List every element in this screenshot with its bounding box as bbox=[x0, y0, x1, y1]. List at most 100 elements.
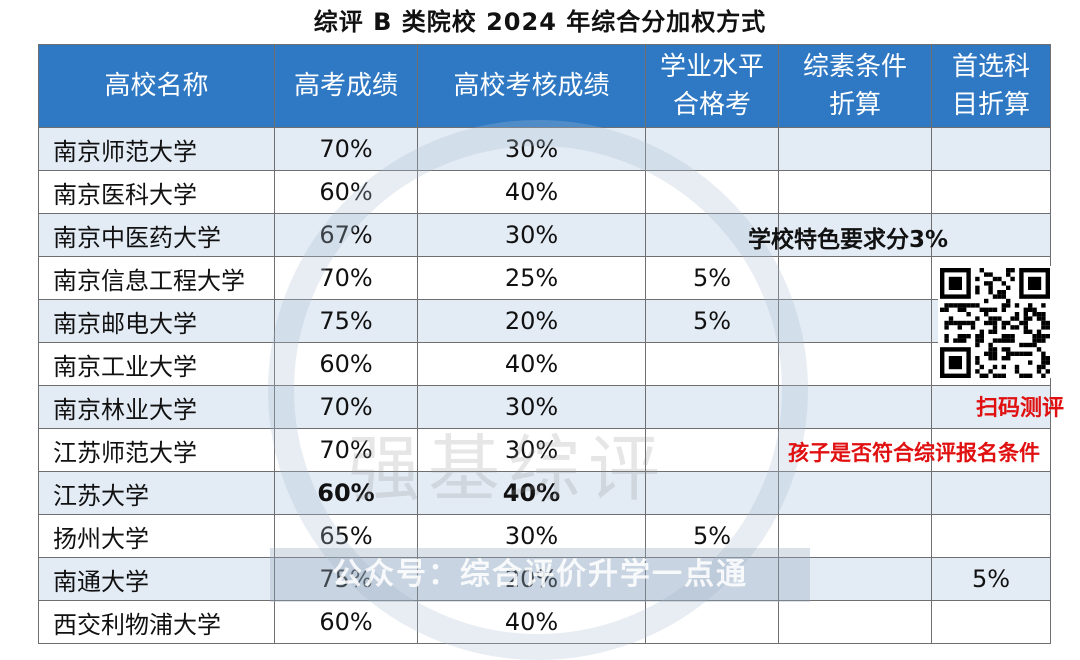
table-row: 江苏大学 60% 40% bbox=[38, 471, 1051, 515]
header-xueye-line2: 合格考 bbox=[672, 90, 751, 120]
cell-xueye bbox=[645, 127, 779, 171]
cell-zongsu bbox=[778, 428, 932, 472]
cell-shouxuan bbox=[931, 170, 1051, 214]
table-row: 南通大学 75% 20% 5% bbox=[38, 557, 1051, 601]
cell-school: 南京邮电大学 bbox=[38, 299, 275, 343]
cell-school: 南京医科大学 bbox=[38, 170, 275, 214]
cell-assessment: 30% bbox=[417, 428, 646, 472]
table-body: 南京师范大学 70% 30% 南京医科大学 60% 40% 南京中医药大学 67% 30% 南京信… bbox=[38, 127, 1051, 644]
eligibility-prompt: 孩子是否符合综评报名条件 bbox=[788, 441, 1040, 465]
cell-gaokao: 65% bbox=[274, 514, 418, 558]
cell-zongsu bbox=[778, 213, 932, 257]
cell-gaokao: 70% bbox=[274, 385, 418, 429]
header-shouxuan-line2: 目折算 bbox=[951, 90, 1030, 120]
cell-shouxuan bbox=[931, 428, 1051, 472]
cell-gaokao: 70% bbox=[274, 127, 418, 171]
cell-zongsu bbox=[778, 385, 932, 429]
cell-assessment: 25% bbox=[417, 256, 646, 300]
cell-xueye bbox=[645, 428, 779, 472]
header-school: 高校名称 bbox=[38, 44, 275, 128]
table-row: 江苏师范大学 70% 30% bbox=[38, 428, 1051, 472]
cell-school: 西交利物浦大学 bbox=[38, 600, 275, 644]
header-xueye: 学业水平 合格考 bbox=[645, 44, 779, 128]
cell-school: 南京师范大学 bbox=[38, 127, 275, 171]
cell-assessment: 20% bbox=[417, 299, 646, 343]
table-row: 南京工业大学 60% 40% bbox=[38, 342, 1051, 386]
scan-prompt: 扫码测评 bbox=[976, 396, 1065, 421]
cell-gaokao: 60% bbox=[274, 600, 418, 644]
cell-gaokao: 67% bbox=[274, 213, 418, 257]
cell-zongsu bbox=[778, 256, 932, 300]
cell-xueye: 5% bbox=[645, 514, 779, 558]
cell-assessment: 40% bbox=[417, 600, 646, 644]
header-gaokao: 高考成绩 bbox=[274, 44, 418, 128]
cell-xueye bbox=[645, 600, 779, 644]
cell-shouxuan bbox=[931, 213, 1051, 257]
cell-school: 南京中医药大学 bbox=[38, 213, 275, 257]
cell-xueye bbox=[645, 342, 779, 386]
table-row: 南京师范大学 70% 30% bbox=[38, 127, 1051, 171]
cell-school: 南京林业大学 bbox=[38, 385, 275, 429]
cell-assessment: 30% bbox=[417, 213, 646, 257]
cell-school: 南京工业大学 bbox=[38, 342, 275, 386]
cell-zongsu bbox=[778, 342, 932, 386]
cell-assessment: 20% bbox=[417, 557, 646, 601]
cell-school: 江苏大学 bbox=[38, 471, 275, 515]
cell-assessment: 30% bbox=[417, 514, 646, 558]
cell-zongsu bbox=[778, 127, 932, 171]
header-xueye-line1: 学业水平 bbox=[659, 52, 764, 82]
table-row: 南京信息工程大学 70% 25% 5% bbox=[38, 256, 1051, 300]
cell-zongsu bbox=[778, 514, 932, 558]
header-shouxuan-line1: 首选科 bbox=[951, 52, 1030, 82]
table-row: 南京林业大学 70% 30% bbox=[38, 385, 1051, 429]
cell-school: 江苏师范大学 bbox=[38, 428, 275, 472]
cell-xueye bbox=[645, 213, 779, 257]
cell-xueye bbox=[645, 471, 779, 515]
cell-zongsu bbox=[778, 170, 932, 214]
header-zongsu-line1: 综素条件 bbox=[802, 52, 907, 82]
cell-zongsu bbox=[778, 600, 932, 644]
header-zongsu-line2: 折算 bbox=[828, 90, 881, 120]
cell-assessment: 40% bbox=[417, 170, 646, 214]
cell-gaokao: 60% bbox=[274, 471, 418, 515]
special-requirement-note: 学校特色要求分3% bbox=[748, 227, 949, 253]
cell-assessment: 30% bbox=[417, 127, 646, 171]
cell-gaokao: 70% bbox=[274, 256, 418, 300]
table-row: 扬州大学 65% 30% 5% bbox=[38, 514, 1051, 558]
table-row: 西交利物浦大学 60% 40% bbox=[38, 600, 1051, 644]
cell-gaokao: 60% bbox=[274, 170, 418, 214]
qr-code-icon bbox=[940, 268, 1050, 378]
table-row: 南京邮电大学 75% 20% 5% bbox=[38, 299, 1051, 343]
cell-assessment: 40% bbox=[417, 471, 646, 515]
cell-gaokao: 60% bbox=[274, 342, 418, 386]
table-row: 南京中医药大学 67% 30% bbox=[38, 213, 1051, 257]
header-assessment: 高校考核成绩 bbox=[417, 44, 646, 128]
qr-code[interactable] bbox=[938, 266, 1052, 378]
cell-school: 南京信息工程大学 bbox=[38, 256, 275, 300]
cell-gaokao: 70% bbox=[274, 428, 418, 472]
cell-xueye: 5% bbox=[645, 256, 779, 300]
page-title: 综评 B 类院校 2024 年综合分加权方式 bbox=[313, 8, 767, 36]
cell-gaokao: 75% bbox=[274, 557, 418, 601]
header-shouxuan: 首选科 目折算 bbox=[931, 44, 1051, 128]
cell-zongsu bbox=[778, 299, 932, 343]
cell-shouxuan bbox=[931, 600, 1051, 644]
weighting-table: 高校名称 高考成绩 高校考核成绩 学业水平 合格考 综素条件 折算 首选科 目折… bbox=[38, 44, 1051, 644]
table-row: 南京医科大学 60% 40% bbox=[38, 170, 1051, 214]
cell-assessment: 30% bbox=[417, 385, 646, 429]
cell-xueye bbox=[645, 385, 779, 429]
cell-shouxuan bbox=[931, 127, 1051, 171]
header-zongsu: 综素条件 折算 bbox=[778, 44, 932, 128]
cell-school: 扬州大学 bbox=[38, 514, 275, 558]
cell-zongsu bbox=[778, 557, 932, 601]
cell-shouxuan bbox=[931, 471, 1051, 515]
cell-shouxuan: 5% bbox=[931, 557, 1051, 601]
cell-zongsu bbox=[778, 471, 932, 515]
cell-school: 南通大学 bbox=[38, 557, 275, 601]
cell-gaokao: 75% bbox=[274, 299, 418, 343]
cell-shouxuan bbox=[931, 385, 1051, 429]
table-header-row: 高校名称 高考成绩 高校考核成绩 学业水平 合格考 综素条件 折算 首选科 目折… bbox=[38, 44, 1051, 128]
cell-assessment: 40% bbox=[417, 342, 646, 386]
cell-shouxuan bbox=[931, 514, 1051, 558]
cell-xueye: 5% bbox=[645, 299, 779, 343]
